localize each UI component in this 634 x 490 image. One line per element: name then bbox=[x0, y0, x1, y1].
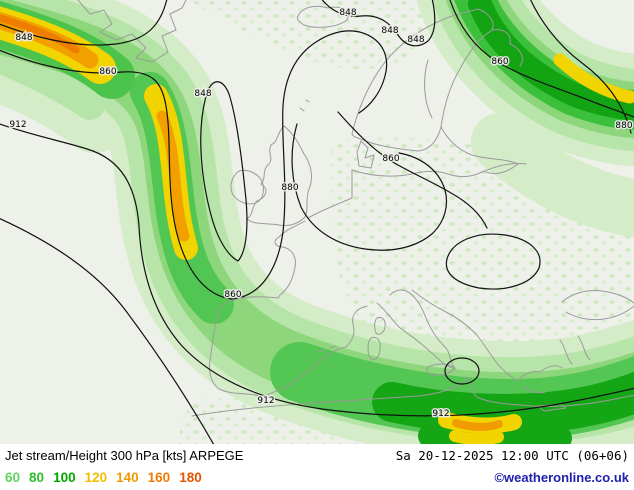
contour-labels: 848 860 912 848 848 848 848 860 880 860 880 860 912 9… bbox=[8, 7, 634, 421]
coast-iceland bbox=[296, 5, 349, 28]
chart-title: Jet stream/Height 300 hPa [kts] ARPEGE bbox=[5, 448, 244, 463]
weather-map: 848 860 912 848 848 848 848 860 880 860 880 860 912 9… bbox=[0, 0, 634, 444]
legend-value: 180 bbox=[179, 469, 202, 485]
contour-label: 912 bbox=[257, 396, 274, 406]
legend-value: 140 bbox=[116, 469, 139, 485]
coast-north-africa bbox=[191, 376, 634, 417]
legend-value: 60 bbox=[5, 469, 21, 485]
contour-label: 880 bbox=[281, 183, 298, 193]
coastlines bbox=[77, 0, 634, 417]
legend-value: 120 bbox=[84, 469, 108, 485]
contour-label: 860 bbox=[99, 67, 116, 77]
coast-italy bbox=[376, 289, 456, 370]
legend-value: 80 bbox=[29, 469, 45, 485]
contour-label: 848 bbox=[407, 35, 424, 45]
coast-ireland bbox=[230, 169, 264, 205]
coast-sicily bbox=[426, 363, 456, 376]
contour-label: 912 bbox=[9, 120, 26, 130]
contour-label: 860 bbox=[491, 57, 508, 67]
contour-label: 848 bbox=[381, 26, 398, 36]
legend-value: 160 bbox=[147, 469, 171, 485]
coast-france bbox=[274, 220, 306, 299]
copyright-link[interactable]: ©weatheronline.co.uk bbox=[494, 469, 629, 485]
contour-label: 880 bbox=[615, 121, 632, 131]
jet-stream-map-svg: 848 860 912 848 848 848 848 860 880 860 880 860 912 9… bbox=[0, 0, 634, 444]
contour-label: 860 bbox=[382, 154, 399, 164]
coast-greenland bbox=[77, 0, 187, 63]
contour-label: 860 bbox=[224, 290, 241, 300]
contour-label: 848 bbox=[194, 89, 211, 99]
contour-label: 848 bbox=[15, 33, 32, 43]
coast-scandinavia bbox=[351, 8, 494, 152]
jet-legend: 60 80 100 120 140 160 180 bbox=[5, 466, 211, 489]
contour-label: 848 bbox=[339, 8, 356, 18]
height-contour-lines bbox=[0, 0, 634, 444]
contour-label: 912 bbox=[432, 409, 449, 419]
legend-value: 100 bbox=[53, 469, 76, 485]
chart-datetime: Sa 20-12-2025 12:00 UTC (06+06) bbox=[395, 448, 629, 463]
coast-balkans bbox=[411, 289, 518, 382]
coast-sardinia bbox=[367, 337, 381, 360]
coast-denmark bbox=[356, 140, 375, 169]
coast-black-sea bbox=[561, 290, 634, 321]
coast-iberia bbox=[209, 296, 368, 398]
map-footer: Jet stream/Height 300 hPa [kts] ARPEGE S… bbox=[0, 444, 634, 490]
coast-corsica bbox=[374, 317, 386, 335]
